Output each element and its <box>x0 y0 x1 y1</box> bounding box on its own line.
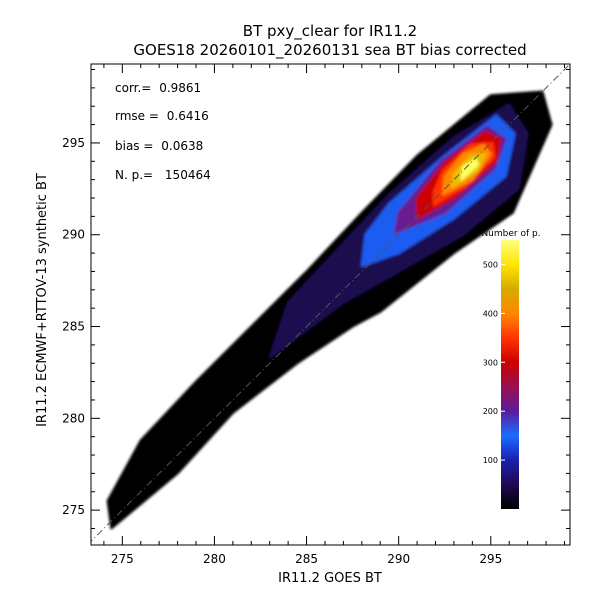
chart-title: BT pxy_clear for IR11.2 <box>243 22 417 41</box>
y-tick-label: 280 <box>62 411 85 425</box>
x-axis: 275 280 285 290 295 <box>103 64 565 566</box>
stat-rmse-value: 0.6416 <box>167 109 209 123</box>
colorbar-tick-label: 300 <box>483 358 498 367</box>
stat-npoints-value: 150464 <box>165 168 211 182</box>
stat-rmse-label: rmse = <box>115 109 159 123</box>
x-tick-label: 285 <box>295 552 318 566</box>
x-axis-label: IR11.2 GOES BT <box>278 571 382 586</box>
stat-npoints-label: N. p.= <box>115 168 153 182</box>
colorbar-tick-label: 400 <box>483 309 498 318</box>
colorbar-label: Number of p. <box>481 229 540 239</box>
one-to-one-line <box>91 64 570 543</box>
x-tick-label: 295 <box>479 552 502 566</box>
density-band-540 <box>460 158 479 181</box>
stat-bias-label: bias = <box>115 139 153 153</box>
stat-npoints: N. p.= 150464 <box>115 168 211 182</box>
x-tick-label: 280 <box>203 552 226 566</box>
plot-frame <box>90 63 571 546</box>
y-axis: 275 280 285 290 295 <box>62 69 570 529</box>
stat-corr-value: 0.9861 <box>159 81 201 95</box>
stats-block: corr.= 0.9861 rmse = 0.6416 bias = 0.063… <box>115 81 211 182</box>
y-tick-label: 290 <box>62 228 85 242</box>
stat-bias: bias = 0.0638 <box>115 139 203 153</box>
y-tick-label: 285 <box>62 320 85 334</box>
colorbar-tick-label: 100 <box>483 456 498 465</box>
x-tick-label: 290 <box>387 552 410 566</box>
colorbar: Number of p. 100 200 300 400 500 <box>481 229 541 509</box>
y-axis-label: IR11.2 ECMWF+RTTOV-13 synthetic BT <box>35 173 50 427</box>
stat-rmse: rmse = 0.6416 <box>115 109 209 123</box>
x-tick-label: 275 <box>111 552 134 566</box>
colorbar-tick-label: 500 <box>483 260 498 269</box>
colorbar-ticks: 100 200 300 400 500 <box>483 260 505 465</box>
colorbar-gradient <box>501 240 519 509</box>
y-tick-label: 295 <box>62 136 85 150</box>
stat-corr-label: corr.= <box>115 81 151 95</box>
chart-subtitle: GOES18 20260101_20260131 sea BT bias cor… <box>133 41 526 60</box>
colorbar-tick-label: 200 <box>483 407 498 416</box>
density-layer <box>106 90 553 530</box>
y-tick-label: 275 <box>62 503 85 517</box>
stat-bias-value: 0.0638 <box>161 139 203 153</box>
stat-corr: corr.= 0.9861 <box>115 81 201 95</box>
